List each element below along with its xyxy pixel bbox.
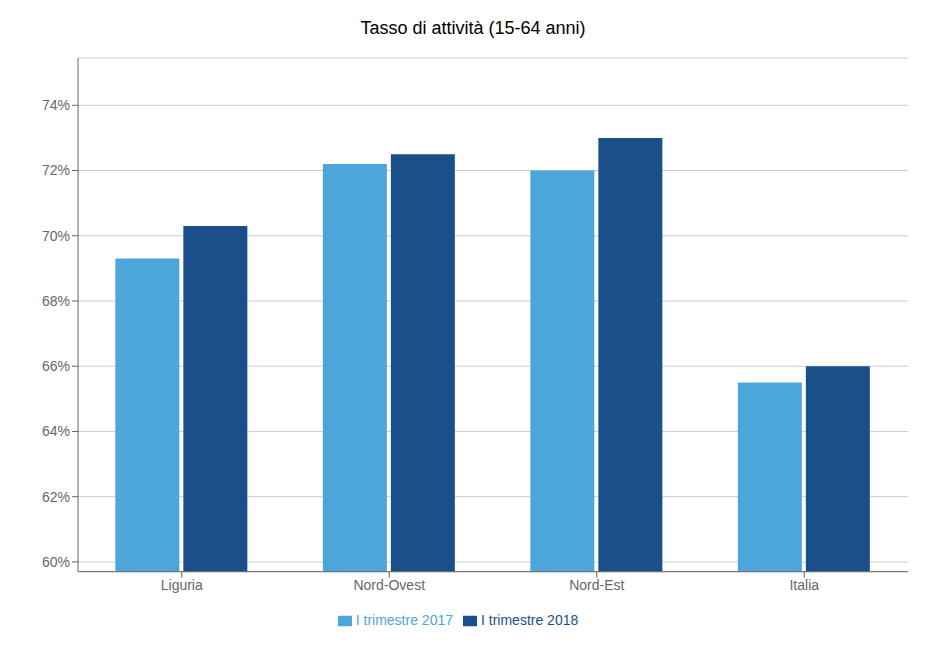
svg-text:60%: 60% xyxy=(42,554,70,570)
svg-text:Nord-Est: Nord-Est xyxy=(569,577,624,593)
svg-text:70%: 70% xyxy=(42,228,70,244)
svg-text:62%: 62% xyxy=(42,489,70,505)
svg-text:Italia: Italia xyxy=(789,577,819,593)
html-text:I trimestre 2018: I trimestre 2018 xyxy=(481,611,579,628)
svg-text:72%: 72% xyxy=(42,162,70,178)
svg-text:68%: 68% xyxy=(42,293,70,309)
svg-text:Liguria: Liguria xyxy=(161,577,203,593)
svg-text:Nord-Ovest: Nord-Ovest xyxy=(353,577,425,593)
html-text:Tasso di attività (15-64 anni): Tasso di attività (15-64 anni) xyxy=(360,18,586,38)
html-text:I trimestre 2017: I trimestre 2017 xyxy=(355,611,453,628)
svg-text:66%: 66% xyxy=(42,358,70,374)
svg-text:74%: 74% xyxy=(42,97,70,113)
svg-text:64%: 64% xyxy=(42,423,70,439)
